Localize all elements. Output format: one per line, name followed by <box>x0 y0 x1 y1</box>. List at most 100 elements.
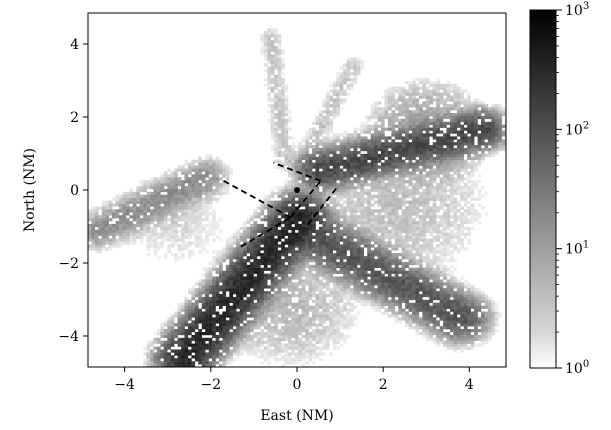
density-cell <box>250 235 254 239</box>
density-cell <box>350 291 354 295</box>
density-cell <box>170 314 175 318</box>
density-cell <box>343 270 347 274</box>
density-cell <box>343 200 347 204</box>
density-cell <box>356 191 361 195</box>
density-cell <box>267 48 271 52</box>
density-cell <box>246 334 251 339</box>
density-cell <box>160 244 165 248</box>
density-cell <box>319 349 323 353</box>
density-cell <box>377 226 382 231</box>
density-cell <box>246 241 251 245</box>
density-cell <box>177 180 182 184</box>
density-cell <box>105 235 109 239</box>
density-cell <box>305 191 309 195</box>
density-cell <box>222 299 227 303</box>
density-cell <box>236 305 240 309</box>
density-cell <box>194 326 199 330</box>
density-cell <box>105 209 109 213</box>
density-cell <box>105 238 109 242</box>
density-cell <box>174 259 178 263</box>
density-cell <box>260 51 265 55</box>
density-cell <box>370 159 375 163</box>
density-cell <box>394 188 399 193</box>
density-cell <box>384 98 389 102</box>
density-cell <box>384 142 389 146</box>
density-cell <box>387 267 392 271</box>
density-cell <box>405 270 409 274</box>
density-cell <box>174 311 178 315</box>
density-cell <box>243 311 247 315</box>
density-cell <box>198 358 202 362</box>
density-cell <box>401 145 406 149</box>
density-cell <box>156 244 161 248</box>
density-cell <box>346 215 351 219</box>
density-cell <box>336 139 340 143</box>
density-cell <box>401 221 406 225</box>
density-cell <box>322 98 327 102</box>
density-cell <box>205 197 209 201</box>
density-cell <box>412 247 416 251</box>
density-cell <box>198 279 202 283</box>
density-cell <box>277 72 282 76</box>
density-cell <box>232 270 237 274</box>
density-cell <box>253 314 258 318</box>
density-cell <box>274 95 278 99</box>
density-cell <box>222 340 227 344</box>
density-cell <box>336 223 340 228</box>
density-cell <box>377 235 382 239</box>
density-cell <box>288 343 292 347</box>
density-cell <box>391 247 396 251</box>
density-cell <box>412 139 416 143</box>
density-cell <box>339 86 344 90</box>
density-cell <box>243 235 247 239</box>
density-cell <box>267 40 271 44</box>
density-cell <box>374 168 378 172</box>
density-cell <box>256 235 261 239</box>
density-cell <box>370 110 375 114</box>
density-cell <box>277 121 282 125</box>
density-cell <box>253 212 258 216</box>
density-cell <box>325 340 330 344</box>
density-cell <box>212 282 216 286</box>
density-cell <box>174 232 178 236</box>
density-cell <box>194 334 199 339</box>
density-cell <box>332 261 337 266</box>
density-cell <box>201 296 206 301</box>
density-cell <box>301 238 306 242</box>
density-cell <box>281 89 285 93</box>
density-cell <box>408 151 413 155</box>
density-cell <box>332 104 337 108</box>
density-cell <box>391 139 396 143</box>
density-cell <box>363 294 368 298</box>
density-cell <box>153 188 158 193</box>
density-cell <box>150 183 154 187</box>
density-cell <box>205 229 209 233</box>
density-cell <box>115 244 120 248</box>
density-cell <box>174 209 178 213</box>
density-cell <box>370 261 375 266</box>
density-cell <box>277 346 282 350</box>
density-cell <box>194 188 199 193</box>
density-cell <box>274 51 278 55</box>
density-cell <box>405 276 409 280</box>
density-cell <box>260 261 265 266</box>
density-cell <box>267 95 271 99</box>
density-cell <box>322 232 327 236</box>
density-cell <box>115 200 120 204</box>
density-cell <box>129 194 134 198</box>
density-cell <box>143 188 147 193</box>
density-cell <box>339 156 344 160</box>
density-cell <box>194 186 199 190</box>
density-cell <box>156 191 161 195</box>
density-cell <box>170 209 175 213</box>
density-cell <box>343 89 347 93</box>
density-cell <box>232 261 237 266</box>
density-cell <box>387 264 392 268</box>
density-cell <box>412 174 416 178</box>
density-cell <box>288 165 292 169</box>
density-cell <box>343 75 347 79</box>
density-cell <box>260 308 265 312</box>
density-cell <box>201 267 206 271</box>
density-cell <box>377 209 382 213</box>
density-cell <box>387 92 392 96</box>
